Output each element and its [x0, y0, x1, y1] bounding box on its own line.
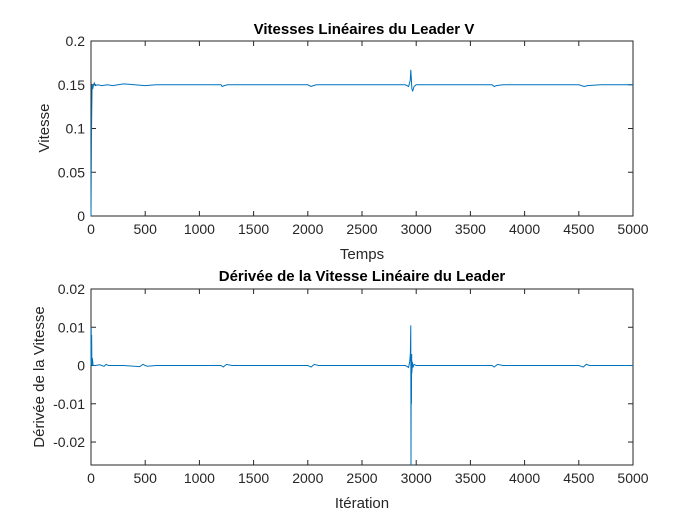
y-tick-label: 0.2 [66, 33, 86, 49]
y-tick-label: 0 [77, 208, 85, 224]
x-axis-label: Itération [335, 495, 389, 512]
x-tick-label: 2000 [292, 470, 323, 486]
x-tick-label: 3000 [401, 470, 432, 486]
y-tick-label: 0 [77, 358, 85, 374]
x-tick-label: 3500 [455, 470, 486, 486]
x-axis: 0 500 1000 1500 2000 2500 3000 3500 4000 4500 5000 [87, 41, 649, 237]
x-tick-label: 4000 [509, 221, 540, 237]
x-tick-label: 0 [87, 221, 95, 237]
x-tick-label: 500 [134, 470, 158, 486]
y-tick-label: -0.01 [53, 396, 85, 412]
series-line [90, 325, 633, 466]
x-tick-label: 1000 [184, 470, 215, 486]
y-tick-label: 0.01 [58, 319, 85, 335]
plot-area [90, 288, 634, 466]
x-tick-label: 4500 [563, 470, 594, 486]
y-tick-label: -0.02 [53, 434, 85, 450]
x-tick-label: 500 [134, 221, 158, 237]
x-tick-label: 1000 [184, 221, 215, 237]
y-tick-label: 0.15 [58, 77, 85, 93]
x-tick-label: 4000 [509, 470, 540, 486]
subplot-derivee: Dérivée de la Vitesse Linéaire du Leader… [31, 268, 649, 512]
x-tick-label: 2000 [292, 221, 323, 237]
y-tick-label: 0.02 [58, 281, 85, 297]
x-axis-label: Temps [340, 246, 384, 263]
y-axis-label: Dérivée de la Vitesse [31, 306, 48, 447]
x-tick-label: 1500 [238, 221, 269, 237]
subplot-vitesse: Vitesses Linéaires du Leader V 0 500 1000 1… [36, 21, 649, 263]
subplot-title: Vitesses Linéaires du Leader V [254, 21, 475, 38]
x-tick-label: 2500 [346, 470, 377, 486]
y-tick-label: 0.1 [66, 121, 86, 137]
series-line [90, 69, 633, 217]
subplot-title: Dérivée de la Vitesse Linéaire du Leader [219, 268, 506, 285]
y-axis: 0 0.05 0.1 0.15 0.2 [58, 33, 633, 224]
x-tick-label: 3500 [455, 221, 486, 237]
x-tick-label: 5000 [617, 221, 648, 237]
x-tick-label: 1500 [238, 470, 269, 486]
y-axis: 0.02 0.01 0 -0.01 -0.02 [53, 281, 633, 450]
y-axis-label: Vitesse [36, 104, 53, 153]
x-axis: 0 500 1000 1500 2000 2500 3000 3500 4000 4500 5000 [87, 289, 649, 486]
x-tick-label: 5000 [617, 470, 648, 486]
y-tick-label: 0.05 [58, 164, 85, 180]
plot-area [90, 40, 634, 217]
x-tick-label: 0 [87, 470, 95, 486]
x-tick-label: 3000 [401, 221, 432, 237]
x-tick-label: 2500 [346, 221, 377, 237]
x-tick-label: 4500 [563, 221, 594, 237]
